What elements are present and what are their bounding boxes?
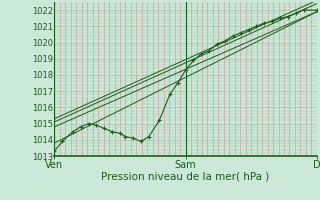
X-axis label: Pression niveau de la mer( hPa ): Pression niveau de la mer( hPa ) [101,172,270,182]
